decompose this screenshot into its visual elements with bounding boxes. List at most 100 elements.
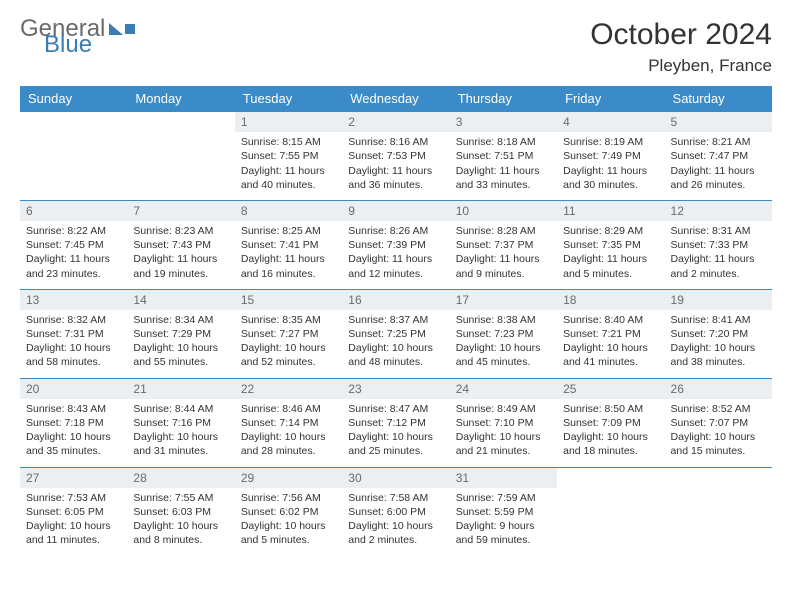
calendar-table: Sunday Monday Tuesday Wednesday Thursday… bbox=[20, 86, 772, 555]
day-header-row: Sunday Monday Tuesday Wednesday Thursday… bbox=[20, 86, 772, 112]
calendar-cell: 18Sunrise: 8:40 AMSunset: 7:21 PMDayligh… bbox=[557, 289, 664, 378]
calendar-cell bbox=[557, 467, 664, 555]
sunset-text: Sunset: 6:02 PM bbox=[241, 505, 336, 519]
day-number: 7 bbox=[127, 201, 234, 221]
sunset-text: Sunset: 7:16 PM bbox=[133, 416, 228, 430]
day-number: 15 bbox=[235, 290, 342, 310]
sunset-text: Sunset: 7:29 PM bbox=[133, 327, 228, 341]
sunset-text: Sunset: 7:37 PM bbox=[456, 238, 551, 252]
sunrise-text: Sunrise: 8:21 AM bbox=[671, 135, 766, 149]
location: Pleyben, France bbox=[590, 56, 772, 76]
sunset-text: Sunset: 7:27 PM bbox=[241, 327, 336, 341]
daylight-text: Daylight: 9 hours and 59 minutes. bbox=[456, 519, 551, 547]
calendar-week: 20 Sunrise: 8:43 AMSunset: 7:18 PM Dayligh… bbox=[20, 378, 772, 467]
sunrise-text: Sunrise: 8:49 AM bbox=[456, 402, 551, 416]
sunrise-text: Sunrise: 8:18 AM bbox=[456, 135, 551, 149]
sunset-text: Sunset: 7:53 PM bbox=[348, 149, 443, 163]
sunrise-text: Sunrise: 7:58 AM bbox=[348, 491, 443, 505]
sunset-text: Sunset: 6:00 PM bbox=[348, 505, 443, 519]
daylight-text: Daylight: 10 hours and 2 minutes. bbox=[348, 519, 443, 547]
daylight-text: Daylight: 10 hours and 55 minutes. bbox=[133, 341, 228, 369]
sunset-text: Sunset: 7:10 PM bbox=[456, 416, 551, 430]
sunset-text: Sunset: 7:18 PM bbox=[26, 416, 121, 430]
daylight-text: Daylight: 11 hours and 23 minutes. bbox=[26, 252, 121, 280]
sunset-text: Sunset: 7:43 PM bbox=[133, 238, 228, 252]
sunrise-text: Sunrise: 8:15 AM bbox=[241, 135, 336, 149]
logo: General Blue bbox=[20, 18, 135, 55]
calendar-cell: 8Sunrise: 8:25 AMSunset: 7:41 PMDaylight… bbox=[235, 200, 342, 289]
sunrise-text: Sunrise: 8:19 AM bbox=[563, 135, 658, 149]
calendar-cell: 24 Sunrise: 8:49 AMSunset: 7:10 PMDayligh… bbox=[450, 378, 557, 467]
day-number: 1 bbox=[235, 112, 342, 132]
calendar-cell: 23Sunrise: 8:47 AMSunset: 7:12 PMDayligh… bbox=[342, 378, 449, 467]
calendar-cell: 1Sunrise: 8:15 AMSunset: 7:55 PMDaylight… bbox=[235, 112, 342, 201]
calendar-cell: 22Sunrise: 8:46 AMSunset: 7:14 PMDayligh… bbox=[235, 378, 342, 467]
sunset-text: Sunset: 7:51 PM bbox=[456, 149, 551, 163]
day-number: 25 bbox=[557, 379, 664, 399]
day-header: Monday bbox=[127, 86, 234, 112]
daylight-text: Daylight: 10 hours and 52 minutes. bbox=[241, 341, 336, 369]
calendar-cell: 6Sunrise: 8:22 AMSunset: 7:45 PMDaylight… bbox=[20, 200, 127, 289]
day-number: 19 bbox=[665, 290, 772, 310]
day-number: 9 bbox=[342, 201, 449, 221]
daylight-text: Daylight: 10 hours and 8 minutes. bbox=[133, 519, 228, 547]
day-header: Tuesday bbox=[235, 86, 342, 112]
sunset-text: Sunset: 7:12 PM bbox=[348, 416, 443, 430]
calendar-cell: 26Sunrise: 8:52 AMSunset: 7:07 PMDayligh… bbox=[665, 378, 772, 467]
calendar-cell: 29Sunrise: 7:56 AMSunset: 6:02 PMDayligh… bbox=[235, 467, 342, 555]
daylight-text: Daylight: 11 hours and 30 minutes. bbox=[563, 164, 658, 192]
daylight-text: Daylight: 10 hours and 41 minutes. bbox=[563, 341, 658, 369]
sunset-text: Sunset: 7:31 PM bbox=[26, 327, 121, 341]
day-number: 30 bbox=[342, 468, 449, 488]
calendar-week: 1Sunrise: 8:15 AMSunset: 7:55 PMDaylight… bbox=[20, 112, 772, 201]
sunrise-text: Sunrise: 8:37 AM bbox=[348, 313, 443, 327]
sunrise-text: Sunrise: 8:44 AM bbox=[133, 402, 228, 416]
sunrise-text: Sunrise: 8:23 AM bbox=[133, 224, 228, 238]
calendar-cell bbox=[20, 112, 127, 201]
day-number: 10 bbox=[450, 201, 557, 221]
calendar-cell bbox=[665, 467, 772, 555]
day-number: 14 bbox=[127, 290, 234, 310]
day-number: 21 bbox=[127, 379, 234, 399]
sunrise-text: Sunrise: 8:35 AM bbox=[241, 313, 336, 327]
day-number: 28 bbox=[127, 468, 234, 488]
day-number: 29 bbox=[235, 468, 342, 488]
day-number: 31 bbox=[450, 468, 557, 488]
calendar-cell: 19Sunrise: 8:41 AMSunset: 7:20 PMDayligh… bbox=[665, 289, 772, 378]
daylight-text: Daylight: 11 hours and 2 minutes. bbox=[671, 252, 766, 280]
day-number: 24 bbox=[450, 379, 557, 399]
daylight-text: Daylight: 10 hours and 18 minutes. bbox=[563, 430, 658, 458]
sunset-text: Sunset: 6:05 PM bbox=[26, 505, 121, 519]
sunset-text: Sunset: 6:03 PM bbox=[133, 505, 228, 519]
calendar-cell: 30 Sunrise: 7:58 AMSunset: 6:00 PMDayligh… bbox=[342, 467, 449, 555]
calendar-cell bbox=[127, 112, 234, 201]
daylight-text: Daylight: 10 hours and 21 minutes. bbox=[456, 430, 551, 458]
day-header: Wednesday bbox=[342, 86, 449, 112]
day-number: 27 bbox=[20, 468, 127, 488]
calendar-cell: 4Sunrise: 8:19 AMSunset: 7:49 PMDaylight… bbox=[557, 112, 664, 201]
calendar-cell: 17Sunrise: 8:38 AMSunset: 7:23 PMDayligh… bbox=[450, 289, 557, 378]
daylight-text: Daylight: 10 hours and 38 minutes. bbox=[671, 341, 766, 369]
daylight-text: Daylight: 11 hours and 12 minutes. bbox=[348, 252, 443, 280]
day-number: 22 bbox=[235, 379, 342, 399]
day-number: 20 bbox=[20, 379, 127, 399]
daylight-text: Daylight: 11 hours and 36 minutes. bbox=[348, 164, 443, 192]
sunrise-text: Sunrise: 8:29 AM bbox=[563, 224, 658, 238]
sunrise-text: Sunrise: 8:16 AM bbox=[348, 135, 443, 149]
daylight-text: Daylight: 10 hours and 15 minutes. bbox=[671, 430, 766, 458]
daylight-text: Daylight: 11 hours and 5 minutes. bbox=[563, 252, 658, 280]
day-header: Sunday bbox=[20, 86, 127, 112]
calendar-cell: 31Sunrise: 7:59 AMSunset: 5:59 PMDayligh… bbox=[450, 467, 557, 555]
calendar-cell: 25Sunrise: 8:50 AMSunset: 7:09 PMDayligh… bbox=[557, 378, 664, 467]
sunrise-text: Sunrise: 8:25 AM bbox=[241, 224, 336, 238]
calendar-cell: 11Sunrise: 8:29 AMSunset: 7:35 PMDayligh… bbox=[557, 200, 664, 289]
sunset-text: Sunset: 7:14 PM bbox=[241, 416, 336, 430]
day-number: 3 bbox=[450, 112, 557, 132]
day-header: Friday bbox=[557, 86, 664, 112]
sunrise-text: Sunrise: 8:43 AM bbox=[26, 402, 121, 416]
sunrise-text: Sunrise: 8:46 AM bbox=[241, 402, 336, 416]
day-number: 5 bbox=[665, 112, 772, 132]
month-title: October 2024 bbox=[590, 18, 772, 52]
day-number: 12 bbox=[665, 201, 772, 221]
sunrise-text: Sunrise: 8:26 AM bbox=[348, 224, 443, 238]
